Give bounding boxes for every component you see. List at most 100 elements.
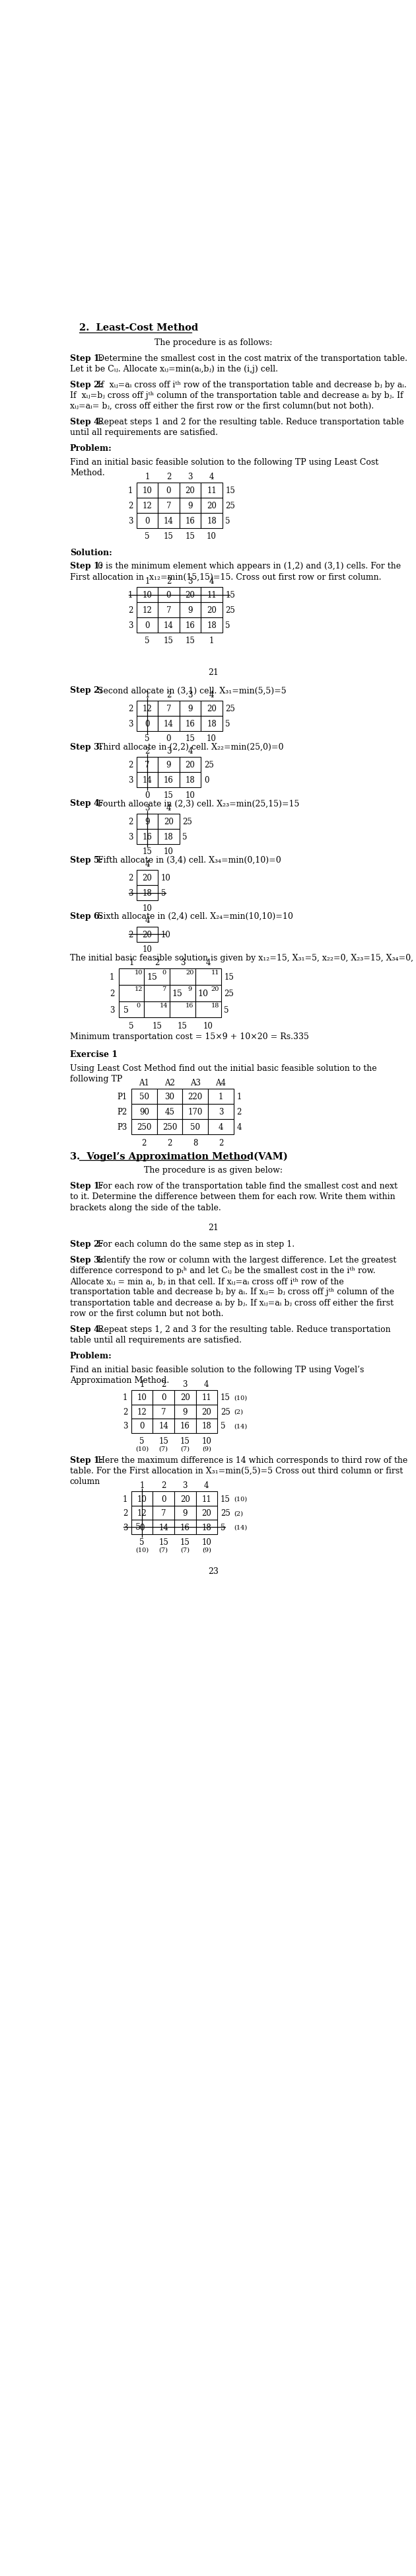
Text: 2: 2: [145, 747, 150, 755]
Text: 20: 20: [211, 987, 219, 992]
Bar: [196, 1391, 217, 1404]
Text: 2: 2: [161, 1381, 166, 1388]
Bar: [179, 484, 201, 497]
Text: 10: 10: [207, 734, 217, 742]
Text: 3: 3: [123, 1522, 128, 1533]
Bar: [131, 1404, 153, 1419]
Text: 3: 3: [128, 518, 133, 526]
Text: 18: 18: [202, 1522, 211, 1533]
Text: Step 3:: Step 3:: [70, 1255, 102, 1265]
Text: 15: 15: [164, 791, 173, 799]
Text: 11: 11: [211, 969, 219, 976]
Text: 4: 4: [206, 958, 210, 966]
Text: 21: 21: [208, 1224, 218, 1231]
Text: 18: 18: [207, 719, 217, 729]
Text: 15: 15: [146, 974, 157, 981]
Text: 2: 2: [167, 1139, 172, 1146]
Bar: [174, 1492, 196, 1507]
Text: 10: 10: [185, 791, 195, 799]
Bar: [158, 587, 179, 603]
Text: Step 4:: Step 4:: [70, 1324, 102, 1334]
Text: 9: 9: [183, 1510, 188, 1517]
Bar: [179, 757, 201, 773]
Bar: [179, 603, 201, 618]
Text: 50: 50: [191, 1123, 200, 1131]
Text: 21: 21: [208, 667, 218, 677]
Text: 11: 11: [202, 1494, 211, 1504]
Text: 0: 0: [140, 1422, 144, 1430]
Text: 5: 5: [224, 1005, 229, 1015]
Text: 7: 7: [162, 987, 166, 992]
Bar: [179, 497, 201, 513]
Text: Second allocate in (3,1) cell. X₃₁=min(5,5)=5: Second allocate in (3,1) cell. X₃₁=min(5…: [98, 685, 287, 696]
Text: If  xᵢⱼ=aᵢ cross off iᵗʰ row of the transportation table and decrease bⱼ by aᵢ.: If xᵢⱼ=aᵢ cross off iᵗʰ row of the trans…: [98, 381, 407, 389]
Text: 10: 10: [198, 989, 208, 997]
Text: 7: 7: [145, 760, 150, 770]
Text: 2: 2: [142, 1139, 146, 1146]
Text: transportation table and decrease aᵢ by bⱼ. If xᵢⱼ=aᵢ bⱼ cross off either the fi: transportation table and decrease aᵢ by …: [70, 1298, 394, 1306]
Text: 14: 14: [164, 621, 173, 631]
Text: 2: 2: [123, 1406, 128, 1417]
Text: (10): (10): [234, 1497, 247, 1502]
Text: 3: 3: [183, 1381, 188, 1388]
Bar: [136, 886, 158, 902]
Text: 3: 3: [123, 1422, 128, 1430]
Text: following TP: following TP: [70, 1074, 122, 1082]
Text: 9: 9: [166, 760, 171, 770]
Text: 4: 4: [218, 1123, 223, 1131]
Text: 15: 15: [180, 1437, 190, 1445]
Text: 20: 20: [185, 760, 195, 770]
Text: 20: 20: [202, 1406, 211, 1417]
Text: 10: 10: [202, 1538, 211, 1546]
Text: 10: 10: [142, 945, 152, 953]
Text: 5: 5: [145, 533, 150, 541]
Text: 15: 15: [158, 1437, 168, 1445]
Text: 14: 14: [164, 518, 173, 526]
Text: 4: 4: [188, 747, 193, 755]
Bar: [195, 969, 221, 987]
Text: 9: 9: [188, 605, 193, 616]
Bar: [153, 1391, 174, 1404]
Text: 20: 20: [207, 703, 217, 714]
Text: Repeat steps 1, 2 and 3 for the resulting table. Reduce transportation: Repeat steps 1, 2 and 3 for the resultin…: [98, 1324, 391, 1334]
Bar: [136, 603, 158, 618]
Text: 10: 10: [203, 1023, 213, 1030]
Text: 1: 1: [123, 1494, 128, 1504]
Text: Step 1:: Step 1:: [70, 353, 102, 363]
Text: 20: 20: [180, 1394, 190, 1401]
Text: 25: 25: [220, 1406, 230, 1417]
Bar: [136, 871, 158, 886]
Text: 15: 15: [180, 1538, 190, 1546]
Bar: [119, 1002, 144, 1018]
Bar: [136, 829, 158, 845]
Text: 250: 250: [137, 1123, 151, 1131]
Text: (7): (7): [159, 1445, 168, 1450]
Text: 2: 2: [166, 577, 171, 585]
Text: Step 2:: Step 2:: [70, 1239, 102, 1249]
Text: 15: 15: [164, 533, 173, 541]
Text: 16: 16: [185, 621, 195, 631]
Text: 50: 50: [139, 1092, 149, 1100]
Text: 2: 2: [128, 817, 133, 827]
Bar: [201, 618, 223, 634]
Text: For each column do the same step as in step 1.: For each column do the same step as in s…: [98, 1239, 295, 1249]
Text: 11: 11: [207, 487, 217, 495]
Text: 2: 2: [166, 471, 171, 482]
Text: 220: 220: [188, 1092, 203, 1100]
Bar: [179, 701, 201, 716]
Text: Step 3:: Step 3:: [70, 742, 102, 752]
Text: Method.: Method.: [70, 469, 105, 477]
Text: 16: 16: [185, 518, 195, 526]
Text: 2: 2: [123, 1510, 128, 1517]
Bar: [158, 701, 179, 716]
Text: 30: 30: [165, 1092, 175, 1100]
Text: 9: 9: [188, 703, 193, 714]
Bar: [136, 773, 158, 788]
Text: 5: 5: [225, 518, 230, 526]
Bar: [136, 587, 158, 603]
Text: 12: 12: [137, 1510, 147, 1517]
Text: Exercise 1: Exercise 1: [70, 1051, 118, 1059]
Text: 15: 15: [224, 974, 234, 981]
Text: 0: 0: [136, 1002, 141, 1007]
Text: 2: 2: [218, 1139, 223, 1146]
